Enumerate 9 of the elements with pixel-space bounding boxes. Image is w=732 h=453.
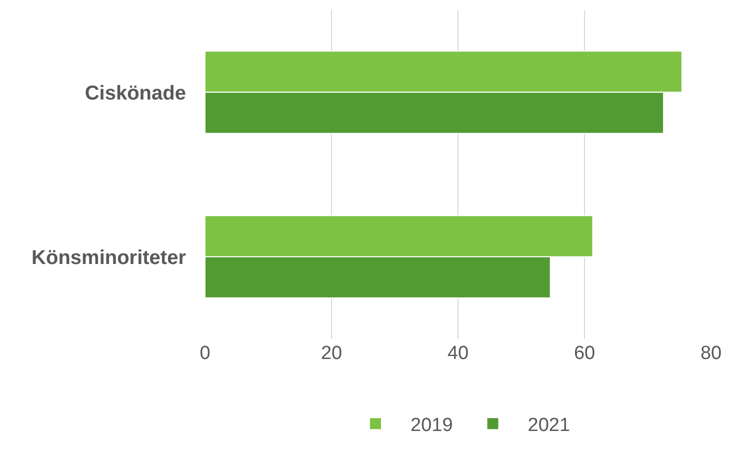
x-tick-label: 40 <box>447 343 469 364</box>
legend-label: 2019 <box>410 415 453 436</box>
legend-label: 2021 <box>528 415 570 436</box>
x-tick-label: 80 <box>700 343 722 364</box>
x-tick-label: 20 <box>320 343 342 364</box>
y-tick-label: Ciskönade <box>84 82 186 104</box>
x-tick-label: 60 <box>574 343 596 364</box>
y-tick-label: Könsminoriteter <box>32 246 186 269</box>
x-tick-label: 0 <box>200 343 210 364</box>
